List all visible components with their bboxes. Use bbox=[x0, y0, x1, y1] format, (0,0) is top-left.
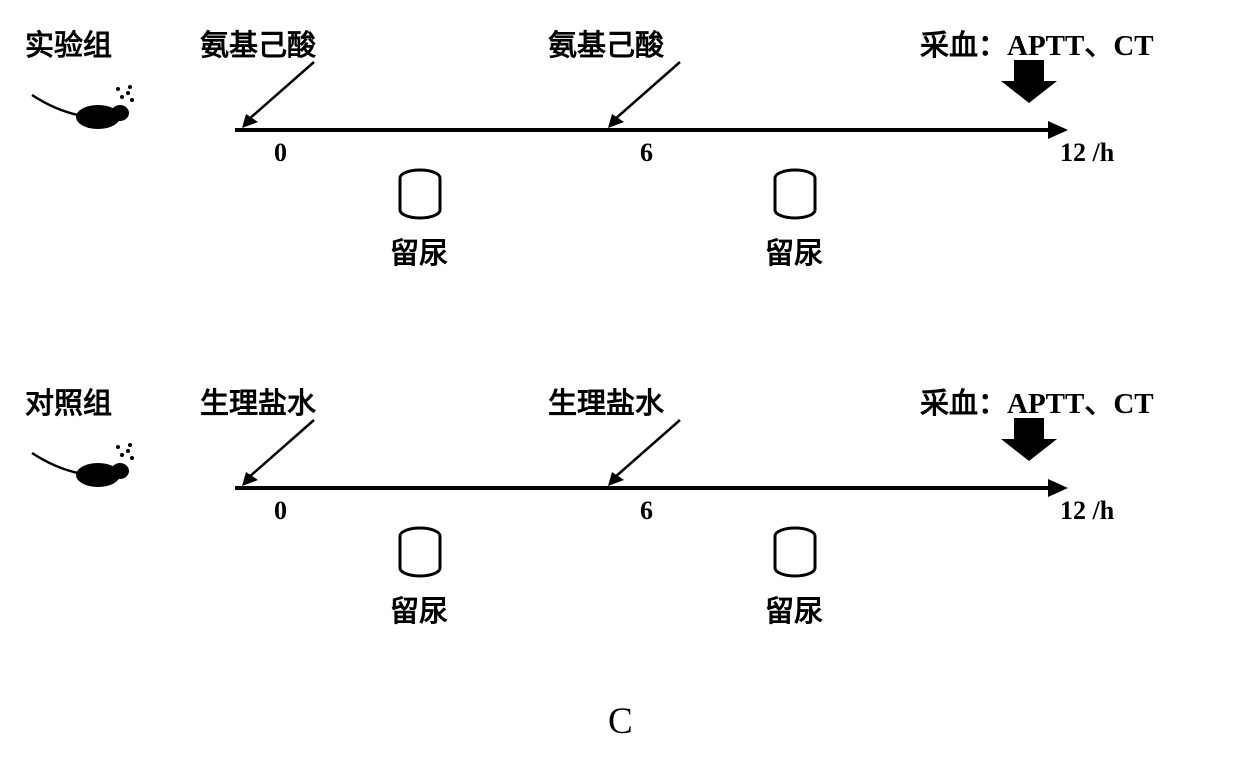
group-label-experimental: 实验组 bbox=[25, 22, 112, 64]
injection-arrow-t0-icon bbox=[232, 58, 322, 133]
urine-label-1: 留尿 bbox=[390, 588, 448, 630]
timeline-arrowhead-icon bbox=[1048, 479, 1068, 497]
urine-label-2: 留尿 bbox=[765, 230, 823, 272]
urine-label-1: 留尿 bbox=[390, 230, 448, 272]
mouse-icon bbox=[30, 433, 140, 493]
tick-end: 12 /h bbox=[1060, 496, 1114, 526]
tick-0: 0 bbox=[274, 138, 287, 168]
endpoint-label: 采血：APTT、CT bbox=[920, 380, 1154, 422]
mouse-icon bbox=[30, 75, 140, 135]
tick-end: 12 /h bbox=[1060, 138, 1114, 168]
urine-cylinder-icon bbox=[395, 526, 445, 581]
urine-cylinder-icon bbox=[395, 168, 445, 223]
tick-0: 0 bbox=[274, 496, 287, 526]
endpoint-label: 采血：APTT、CT bbox=[920, 22, 1154, 64]
urine-cylinder-icon bbox=[770, 526, 820, 581]
urine-label-2: 留尿 bbox=[765, 588, 823, 630]
injection-arrow-t6-icon bbox=[598, 416, 688, 491]
group-label-control: 对照组 bbox=[25, 380, 112, 422]
injection-arrow-t6-icon bbox=[598, 58, 688, 133]
figure-label: C bbox=[608, 700, 633, 743]
injection-arrow-t0-icon bbox=[232, 416, 322, 491]
tick-6: 6 bbox=[640, 496, 653, 526]
timeline-arrowhead-icon bbox=[1048, 121, 1068, 139]
tick-6: 6 bbox=[640, 138, 653, 168]
urine-cylinder-icon bbox=[770, 168, 820, 223]
